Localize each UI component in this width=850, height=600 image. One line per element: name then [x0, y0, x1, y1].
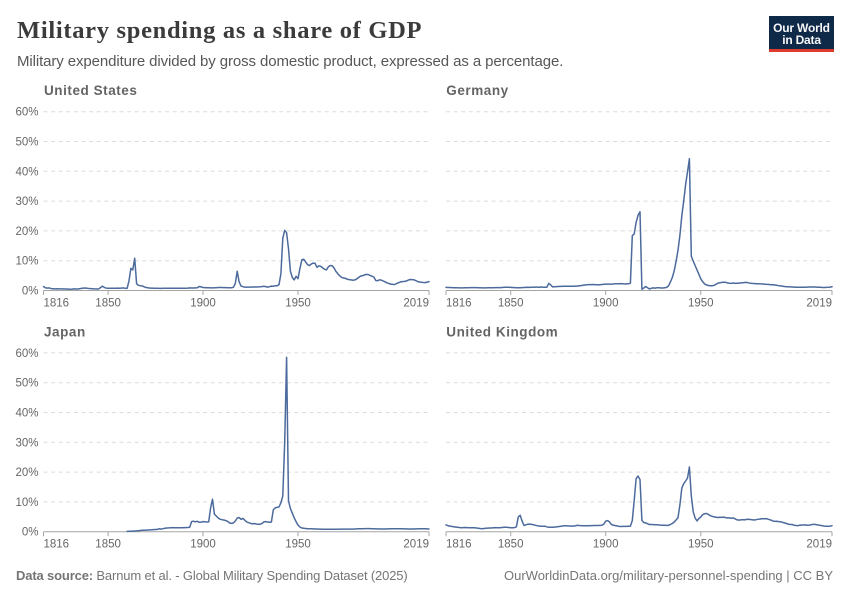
svg-text:1816: 1816: [446, 298, 472, 310]
svg-text:2019: 2019: [806, 539, 832, 551]
svg-text:1900: 1900: [593, 298, 619, 310]
svg-text:1950: 1950: [688, 298, 714, 310]
svg-text:1816: 1816: [44, 539, 70, 551]
svg-text:1950: 1950: [688, 539, 714, 551]
svg-text:2019: 2019: [403, 298, 429, 310]
svg-text:50%: 50%: [15, 378, 38, 390]
svg-text:1900: 1900: [190, 539, 216, 551]
svg-text:1950: 1950: [285, 539, 311, 551]
svg-text:1816: 1816: [44, 298, 70, 310]
svg-text:20%: 20%: [15, 226, 38, 238]
svg-text:20%: 20%: [15, 467, 38, 479]
svg-text:Japan: Japan: [44, 325, 86, 340]
svg-text:10%: 10%: [15, 497, 38, 509]
svg-text:1850: 1850: [498, 298, 524, 310]
svg-text:0%: 0%: [22, 286, 39, 298]
svg-text:1850: 1850: [498, 539, 524, 551]
svg-text:30%: 30%: [15, 196, 38, 208]
svg-text:1900: 1900: [593, 539, 619, 551]
svg-text:30%: 30%: [15, 437, 38, 449]
svg-text:10%: 10%: [15, 256, 38, 268]
svg-text:2019: 2019: [403, 539, 429, 551]
svg-text:1850: 1850: [95, 298, 121, 310]
svg-text:1850: 1850: [95, 539, 121, 551]
svg-text:40%: 40%: [15, 408, 38, 420]
svg-text:Germany: Germany: [446, 83, 508, 98]
svg-text:60%: 60%: [15, 107, 38, 119]
svg-text:40%: 40%: [15, 166, 38, 178]
svg-text:1900: 1900: [190, 298, 216, 310]
svg-text:1950: 1950: [285, 298, 311, 310]
svg-text:1816: 1816: [446, 539, 472, 551]
svg-text:0%: 0%: [22, 527, 39, 539]
svg-text:50%: 50%: [15, 137, 38, 149]
svg-text:60%: 60%: [15, 348, 38, 360]
svg-text:United States: United States: [44, 83, 137, 98]
svg-text:United Kingdom: United Kingdom: [446, 325, 558, 340]
svg-text:2019: 2019: [806, 298, 832, 310]
